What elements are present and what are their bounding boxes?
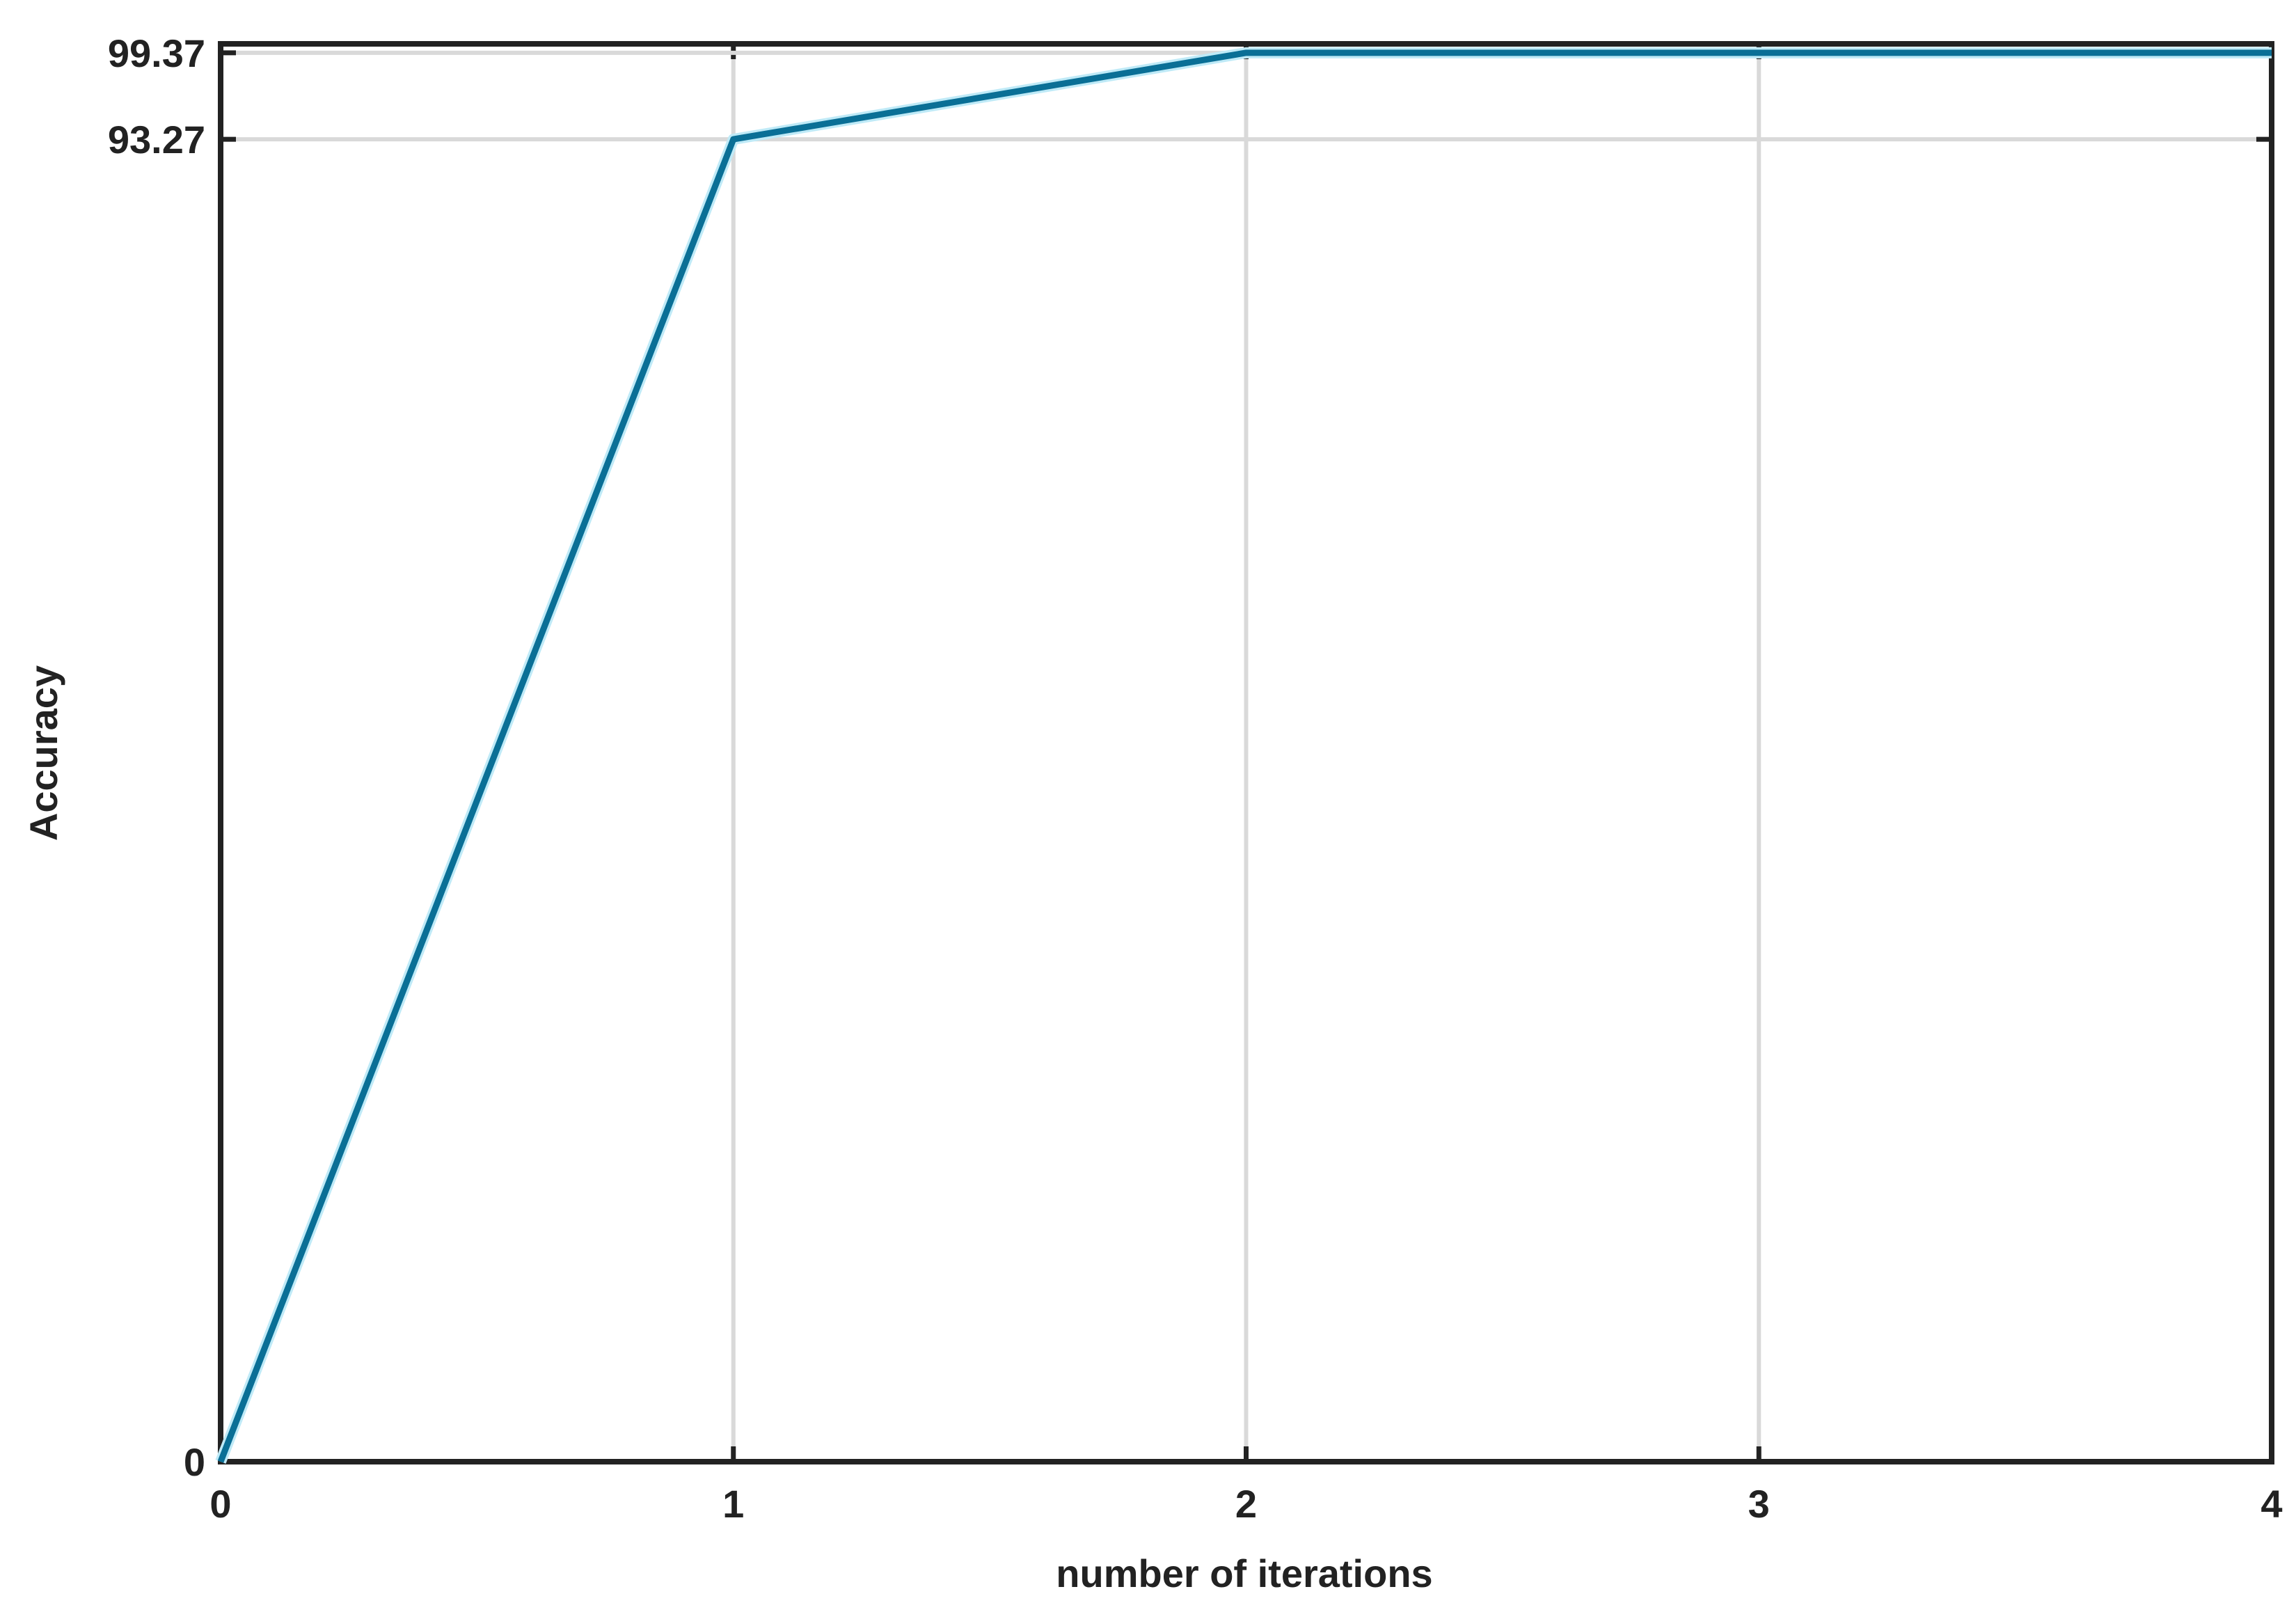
y-tick-label: 99.37 <box>108 31 205 75</box>
x-tick-label: 3 <box>1748 1482 1770 1526</box>
x-axis-label: number of iterations <box>1056 1551 1432 1595</box>
x-tick-label: 1 <box>722 1482 744 1526</box>
line <box>217 49 2272 1463</box>
y-axis-label: Accuracy <box>22 665 65 841</box>
y-tick-label: 93.27 <box>108 118 205 161</box>
x-tick-label: 0 <box>209 1482 231 1526</box>
y-tick-label: 0 <box>184 1440 205 1484</box>
x-tick-label: 4 <box>2261 1482 2282 1526</box>
x-tick-label: 2 <box>1235 1482 1257 1526</box>
axes-box <box>218 41 2274 1464</box>
